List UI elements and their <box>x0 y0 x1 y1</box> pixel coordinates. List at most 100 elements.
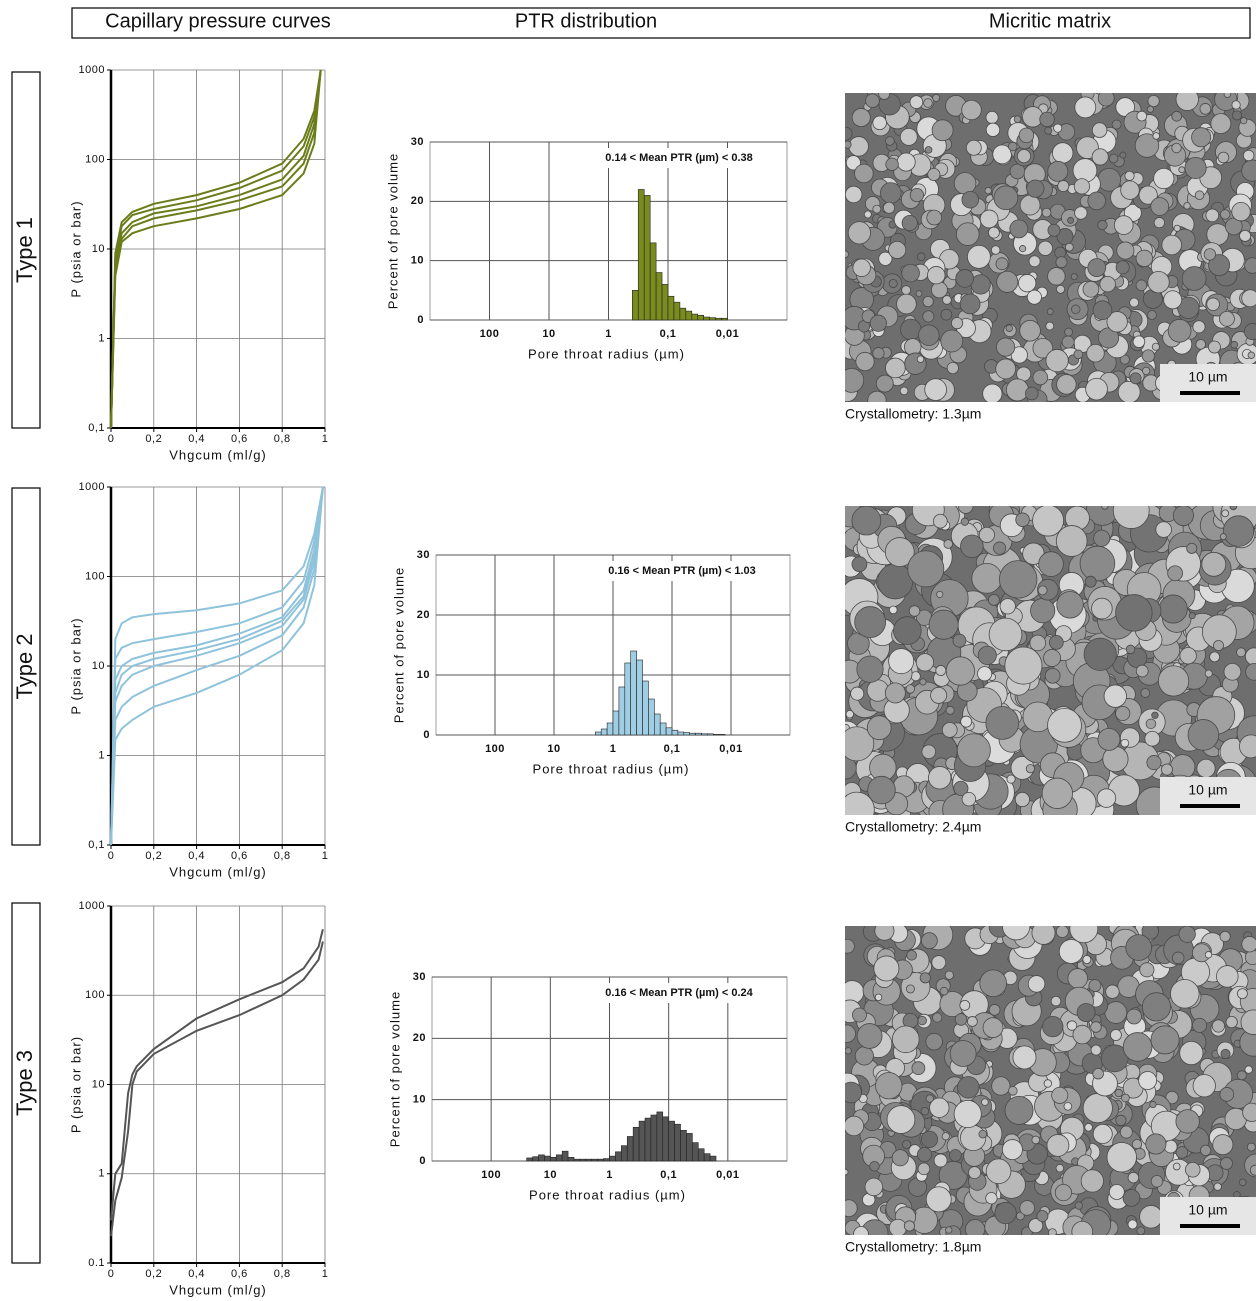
sem-grain <box>1112 506 1150 529</box>
sem-grain <box>1100 1044 1129 1073</box>
bar <box>659 722 667 736</box>
sem-grain <box>979 969 1007 998</box>
sem-grain <box>961 791 977 807</box>
sem-grain <box>1043 649 1062 667</box>
sem-grain <box>1230 340 1239 349</box>
sem-grain <box>1222 515 1255 547</box>
sem-grain <box>1149 1100 1157 1109</box>
sem-grain <box>941 722 958 738</box>
x-tick-label: 0,6 <box>231 850 248 862</box>
sem-grain <box>1192 1017 1208 1033</box>
bar <box>630 650 637 736</box>
sem-grain <box>1136 1226 1146 1235</box>
x-axis-label: Vhgcum (ml/g) <box>169 864 267 879</box>
sem-grain <box>1134 133 1160 158</box>
sem-grain <box>1211 1019 1226 1033</box>
sem-grain <box>845 726 875 762</box>
y-tick-label: 20 <box>417 609 430 621</box>
bar <box>650 1114 658 1162</box>
sem-grain <box>1200 1144 1212 1156</box>
sem-grain <box>1046 308 1054 316</box>
sem-grain <box>1050 995 1062 1007</box>
sem-grain <box>851 506 882 536</box>
sem-grain <box>940 308 953 321</box>
sem-grain <box>954 1013 968 1026</box>
bar <box>567 1157 575 1162</box>
sem-grain <box>939 986 949 996</box>
sem-grain <box>1067 216 1075 224</box>
sem-grain <box>1070 273 1078 281</box>
sem-grain <box>1244 1065 1253 1074</box>
sem-grain <box>1220 1048 1231 1059</box>
sem-grain <box>1146 105 1154 113</box>
sem-grain <box>1219 310 1235 327</box>
sem-grain <box>1005 378 1029 402</box>
row-label-box <box>11 487 41 846</box>
bar <box>615 1151 622 1162</box>
row-label: Type 3 <box>12 1050 37 1116</box>
sem-grain <box>1008 141 1018 152</box>
sem-grain <box>1082 1093 1113 1124</box>
sem-grain <box>988 617 1023 652</box>
sem-grain <box>1135 279 1148 292</box>
sem-grain <box>1163 290 1183 310</box>
sem-grain <box>946 361 959 375</box>
sem-grain <box>1067 968 1088 989</box>
x-tick-label: 0,8 <box>274 433 291 445</box>
sem-grain <box>1139 1205 1163 1229</box>
sem-grain <box>855 351 875 372</box>
sem-grain <box>845 126 853 141</box>
sem-grain <box>1087 258 1107 277</box>
row-label: Type 2 <box>12 633 37 699</box>
x-tick-label: 10 <box>547 743 560 755</box>
bar <box>665 727 673 736</box>
y-tick-label: 10 <box>92 1078 105 1090</box>
sem-grain <box>1247 351 1255 359</box>
sem-grain <box>1037 585 1048 596</box>
bar <box>600 728 608 736</box>
bar <box>703 1153 711 1162</box>
annotation: 0.16 < Mean PTR (µm) < 1.03 <box>608 565 756 577</box>
scale-bar <box>1180 1224 1240 1228</box>
sem-grain <box>953 172 977 195</box>
sem-grain <box>978 1129 988 1139</box>
bar <box>654 713 661 736</box>
curve <box>110 486 324 846</box>
scale-bar-label: 10 µm <box>1188 1202 1227 1218</box>
sem-grain <box>920 1130 939 1149</box>
sem-grain <box>1192 1074 1216 1098</box>
sem-grain <box>1231 100 1241 110</box>
sem-grain <box>847 221 871 245</box>
bar <box>677 731 685 736</box>
bar <box>591 1158 598 1162</box>
bar <box>691 313 699 321</box>
image-caption: Crystallometry: 2.4µm <box>845 819 981 835</box>
sem-grain <box>1206 297 1220 311</box>
sem-grain <box>865 93 880 108</box>
sem-grain <box>961 99 982 121</box>
sem-grain <box>919 678 927 686</box>
sem-grain <box>1223 662 1242 681</box>
sem-grain <box>1027 975 1046 993</box>
bar <box>721 317 728 321</box>
sem-grain <box>978 526 995 543</box>
sem-grain <box>1204 669 1213 678</box>
sem-grain <box>992 541 1007 555</box>
sem-grain <box>1203 248 1217 261</box>
sem-grain <box>1204 951 1213 959</box>
sem-grain <box>1151 711 1159 719</box>
bar <box>689 732 696 736</box>
sem-grain <box>1241 289 1256 308</box>
sem-grain <box>1184 1162 1201 1178</box>
sem-grain <box>1171 110 1183 122</box>
sem-grain <box>1031 1135 1041 1145</box>
sem-grain <box>1238 1178 1247 1187</box>
sem-grain <box>1045 349 1069 373</box>
sem-grain <box>845 367 865 393</box>
sem-grain <box>1069 926 1099 944</box>
bar <box>550 1157 557 1162</box>
sem-grain <box>1141 926 1159 940</box>
sem-grain <box>1155 521 1172 538</box>
sem-grain <box>1131 1139 1143 1150</box>
